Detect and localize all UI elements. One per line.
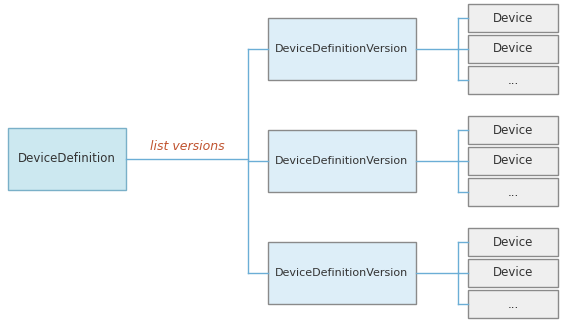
Text: DeviceDefinitionVersion: DeviceDefinitionVersion bbox=[275, 44, 409, 54]
FancyBboxPatch shape bbox=[468, 259, 558, 287]
FancyBboxPatch shape bbox=[468, 290, 558, 318]
FancyBboxPatch shape bbox=[468, 116, 558, 144]
Text: Device: Device bbox=[493, 154, 533, 167]
FancyBboxPatch shape bbox=[268, 18, 416, 80]
Text: ...: ... bbox=[507, 298, 519, 311]
FancyBboxPatch shape bbox=[468, 4, 558, 32]
FancyBboxPatch shape bbox=[468, 228, 558, 256]
Text: Device: Device bbox=[493, 235, 533, 249]
Text: DeviceDefinitionVersion: DeviceDefinitionVersion bbox=[275, 268, 409, 278]
FancyBboxPatch shape bbox=[468, 147, 558, 175]
Text: DeviceDefinition: DeviceDefinition bbox=[18, 152, 116, 165]
Text: DeviceDefinitionVersion: DeviceDefinitionVersion bbox=[275, 156, 409, 166]
Text: Device: Device bbox=[493, 267, 533, 280]
Text: Device: Device bbox=[493, 11, 533, 25]
Text: Device: Device bbox=[493, 43, 533, 56]
Text: Device: Device bbox=[493, 124, 533, 136]
FancyBboxPatch shape bbox=[468, 178, 558, 206]
FancyBboxPatch shape bbox=[468, 35, 558, 63]
FancyBboxPatch shape bbox=[268, 242, 416, 304]
FancyBboxPatch shape bbox=[268, 130, 416, 192]
Text: ...: ... bbox=[507, 74, 519, 87]
FancyBboxPatch shape bbox=[468, 66, 558, 94]
Text: ...: ... bbox=[507, 185, 519, 198]
FancyBboxPatch shape bbox=[8, 128, 126, 190]
Text: list versions: list versions bbox=[150, 140, 225, 153]
